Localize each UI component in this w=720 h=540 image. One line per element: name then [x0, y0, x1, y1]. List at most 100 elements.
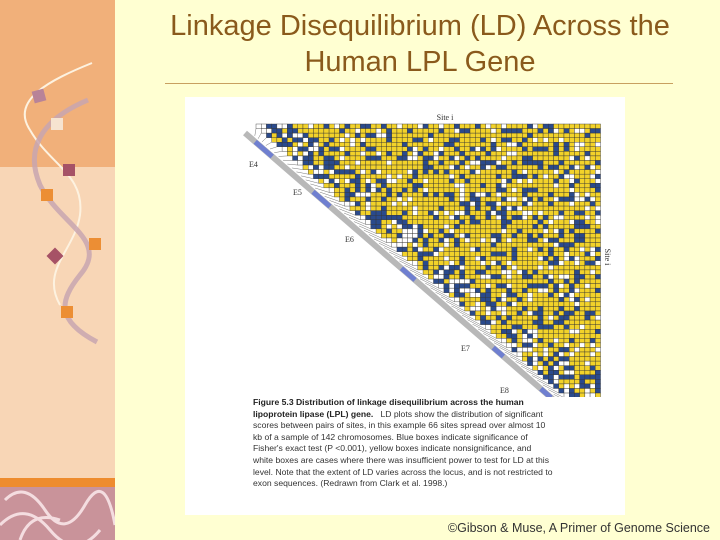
ld-cell — [464, 224, 471, 230]
ld-cell — [584, 328, 591, 334]
ld-cell — [563, 160, 570, 166]
ld-cell — [412, 132, 419, 138]
ld-cell — [569, 388, 575, 394]
ld-cell — [297, 132, 304, 138]
ld-cell — [574, 224, 580, 230]
ld-cell — [386, 142, 392, 148]
ld-cell — [501, 187, 507, 193]
ld-cell — [589, 306, 596, 312]
ld-cell — [506, 192, 512, 198]
ld-cell — [569, 228, 575, 234]
ld-cell — [595, 287, 601, 293]
ld-cell — [548, 338, 554, 344]
ld-cell — [532, 310, 539, 316]
ld-cell — [475, 201, 481, 207]
ld-cell — [558, 155, 565, 161]
ld-cell — [443, 269, 450, 275]
ld-cell — [569, 274, 575, 280]
ld-cell — [569, 256, 575, 262]
ld-cell — [579, 301, 586, 307]
ld-cell — [522, 196, 528, 202]
ld-cell — [276, 123, 283, 129]
ld-cell — [542, 251, 549, 257]
ld-cell — [574, 242, 580, 248]
ld-cell — [417, 155, 424, 161]
ld-cell — [454, 155, 460, 161]
ld-cell — [595, 269, 601, 275]
slide-title: Linkage Disequilibrium (LD) Across the H… — [120, 8, 720, 80]
ld-cell — [558, 269, 565, 275]
ld-cell — [595, 233, 601, 239]
ld-cell — [569, 246, 575, 252]
ld-cell — [579, 278, 586, 284]
ld-cell — [579, 146, 586, 152]
ld-cell — [448, 155, 455, 161]
ld-cell — [401, 160, 408, 166]
ld-cell — [569, 224, 575, 230]
ld-cell — [438, 224, 445, 230]
ld-cell — [443, 237, 450, 243]
ld-cell — [501, 283, 507, 289]
ld-cell — [401, 178, 408, 184]
ld-cell — [375, 210, 382, 216]
ld-cell — [511, 306, 518, 312]
ld-cell — [527, 260, 533, 266]
ld-cell — [537, 169, 544, 175]
ld-cell — [438, 142, 445, 148]
ld-cell — [480, 205, 486, 211]
ld-cell — [584, 265, 591, 271]
ld-cell — [511, 164, 518, 170]
ld-cell — [344, 155, 351, 161]
ld-cell — [558, 183, 565, 189]
ld-cell — [375, 219, 382, 225]
ld-cell — [506, 173, 512, 179]
ld-cell — [563, 146, 570, 152]
connector-line — [399, 260, 418, 271]
ld-cell — [401, 224, 408, 230]
ld-cell — [375, 183, 382, 189]
ld-cell — [558, 292, 565, 298]
ld-cell — [548, 151, 554, 157]
ld-cell — [558, 169, 565, 175]
ld-cell — [542, 356, 549, 362]
ld-cell — [375, 178, 382, 184]
ld-cell — [480, 246, 486, 252]
ld-cell — [553, 328, 559, 334]
ld-cell — [490, 173, 497, 179]
ld-cell — [589, 210, 596, 216]
ld-cell — [490, 142, 497, 148]
exon-segment — [539, 386, 553, 397]
ld-cell — [396, 214, 403, 220]
ld-cell — [574, 315, 580, 321]
ld-cell — [553, 123, 559, 129]
ld-cell — [360, 214, 366, 220]
ld-cell — [328, 183, 335, 189]
ld-cell — [448, 224, 455, 230]
ld-cell — [443, 287, 450, 293]
ld-cell — [595, 196, 601, 202]
ld-cell — [589, 319, 596, 325]
ld-cell — [563, 328, 570, 334]
ld-cell — [454, 132, 460, 138]
ld-cell — [553, 379, 559, 385]
ld-cell — [495, 301, 502, 307]
ld-cell — [589, 187, 596, 193]
ld-cell — [407, 187, 413, 193]
ld-cell — [391, 137, 398, 143]
ld-cell — [584, 228, 591, 234]
ld-cell — [516, 242, 523, 248]
ld-cell — [584, 196, 591, 202]
ld-cell — [506, 260, 512, 266]
ld-cell — [569, 310, 575, 316]
ld-cell — [307, 132, 314, 138]
exon-label: E7 — [461, 344, 470, 353]
ld-cell — [480, 164, 486, 170]
ld-cell — [360, 201, 366, 207]
ld-cell — [428, 187, 434, 193]
ld-cell — [370, 137, 377, 143]
ld-cell — [542, 192, 549, 198]
ld-cell — [584, 142, 591, 148]
ld-cell — [516, 347, 523, 353]
ld-cell — [595, 146, 601, 152]
ld-cell — [475, 315, 481, 321]
